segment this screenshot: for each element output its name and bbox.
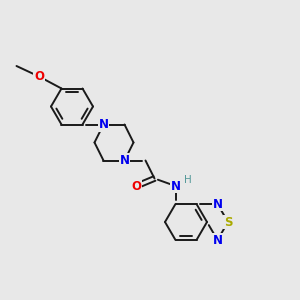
Text: N: N xyxy=(212,197,223,211)
Text: N: N xyxy=(212,233,223,247)
Text: N: N xyxy=(98,118,109,131)
Text: S: S xyxy=(224,215,232,229)
Text: O: O xyxy=(34,70,44,83)
Text: O: O xyxy=(131,179,142,193)
Text: H: H xyxy=(184,175,191,185)
Text: N: N xyxy=(170,179,181,193)
Text: N: N xyxy=(119,154,130,167)
